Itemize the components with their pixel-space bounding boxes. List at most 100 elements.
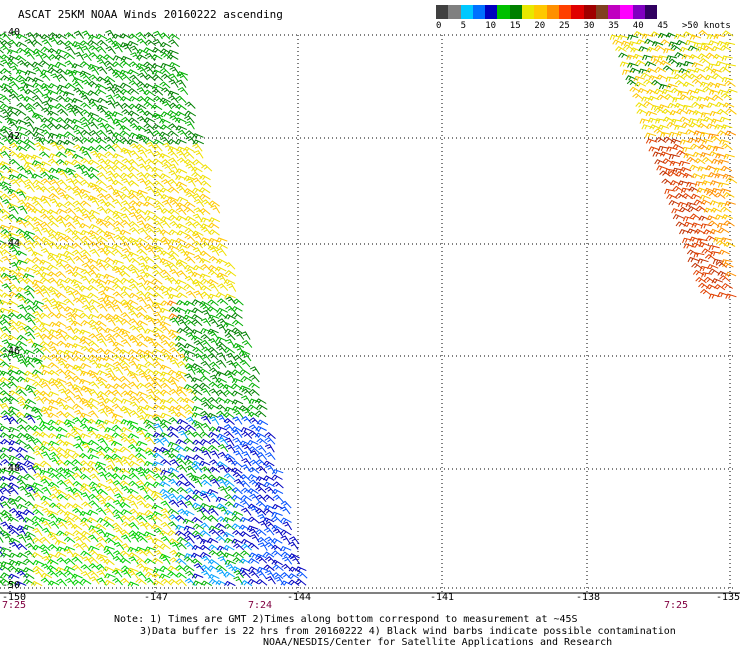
wind-barb [713,33,725,40]
wind-barb [127,180,140,187]
wind-barb [95,278,107,284]
wind-barb [127,165,140,173]
wind-barb [143,419,155,425]
wind-barb [128,132,141,138]
wind-barb [159,364,172,370]
wind-barb [103,123,115,130]
wind-barb [233,570,244,579]
wind-barb [48,185,59,194]
wind-barb [144,158,157,166]
wind-barb [650,31,663,37]
wind-barb [0,279,4,284]
wind-barb [121,148,132,158]
wind-barb [72,153,84,159]
wind-barb [128,480,140,488]
wind-barb [650,104,663,111]
wind-barb [129,45,141,54]
wind-barb [16,125,28,132]
wind-barb [709,200,722,206]
wind-barb [129,508,141,517]
wind-barb [104,144,116,152]
wind-barb [190,329,203,335]
wind-barb [55,517,67,523]
wind-barb [707,133,719,139]
wind-barb [717,227,730,234]
wind-barb [137,227,149,236]
wind-barb [240,375,253,382]
wind-barb [174,530,187,537]
wind-barb [65,177,76,187]
wind-barb [684,39,697,46]
wind-barb [24,266,36,273]
wind-barb [175,404,187,412]
wind-barb [241,388,253,397]
wind-barb [231,305,243,312]
wind-barb [87,439,100,446]
wind-barb [112,304,123,313]
wind-barb [49,290,60,299]
wind-barb [64,200,76,208]
wind-barb [39,161,52,167]
wind-barb [32,559,45,566]
wind-barb [72,190,83,200]
wind-barb [0,546,5,551]
wind-barb [160,536,172,545]
wind-barb [175,458,187,466]
wind-barb [681,53,693,60]
wind-barb [58,388,69,397]
wind-barb [40,478,51,487]
wind-barb [32,94,43,103]
wind-barb [208,237,220,244]
wind-barb [233,450,244,459]
wind-barb [168,493,179,502]
wind-barb [721,214,734,220]
wind-barb [0,346,12,354]
wind-barb [719,116,731,122]
wind-barb [31,207,43,214]
wind-barb [136,192,148,201]
wind-barb [160,474,172,481]
wind-barb [96,482,108,489]
wind-barb [680,187,692,194]
wind-barb [64,32,76,39]
wind-barb [112,418,124,425]
wind-barb [17,94,28,103]
wind-barb [88,101,100,110]
wind-barb [72,507,84,516]
wind-barb [24,531,36,537]
wind-barb [674,79,687,87]
wind-barb [32,235,44,242]
wind-barb [81,235,93,243]
wind-barb [96,445,108,453]
wind-barb [214,266,227,272]
wind-barb [63,263,75,271]
wind-barb [152,332,163,342]
wind-barb [176,327,188,334]
wind-barb [79,466,91,474]
lat-label-48: -48 [2,463,21,474]
wind-barb [264,443,275,453]
wind-barb [71,271,84,278]
wind-barb [137,163,148,172]
wind-barb [15,369,27,376]
wind-barb [79,452,91,460]
wind-barb [79,222,91,229]
wind-barb [136,500,148,509]
wind-barb [696,187,709,193]
wind-barb [129,123,141,131]
wind-barb [183,300,196,307]
wind-barb [111,40,123,48]
wind-barb [690,193,702,200]
wind-barb [294,566,307,572]
wind-barb [16,474,28,481]
wind-barb [89,248,100,258]
wind-barb [159,118,171,124]
wind-barb [105,114,115,124]
wind-barb [15,461,27,467]
wind-barb [96,240,108,249]
wind-barb [33,51,44,61]
wind-barb [231,390,243,396]
wind-barb [0,54,12,61]
wind-barb [706,215,718,221]
wind-barb [183,509,195,516]
